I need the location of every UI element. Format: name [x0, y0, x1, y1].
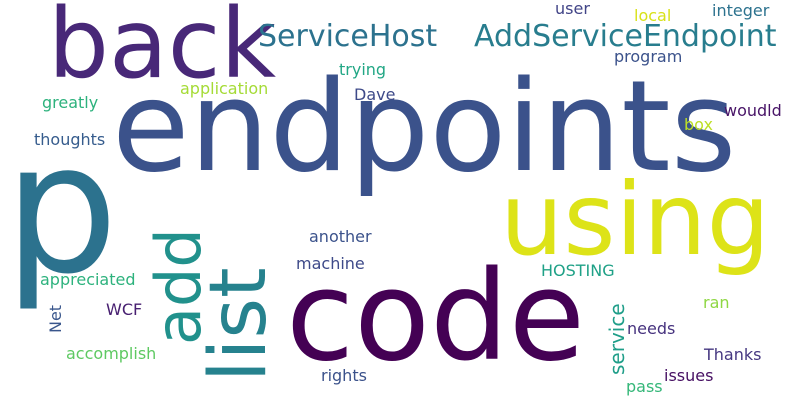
word-add: add: [142, 228, 215, 345]
word-hosting: HOSTING: [541, 261, 615, 280]
word-issues: issues: [664, 366, 714, 385]
word-user: user: [555, 0, 590, 18]
word-box: box: [684, 115, 713, 134]
word-addserviceendpoint: AddServiceEndpoint: [474, 19, 777, 54]
word-ran: ran: [703, 293, 730, 312]
word-dave: Dave: [354, 85, 396, 104]
word-thoughts: thoughts: [34, 130, 106, 149]
word-wcf: WCF: [106, 300, 143, 319]
word-service: service: [605, 303, 629, 375]
word-pass: pass: [626, 377, 663, 396]
word-greatly: greatly: [42, 93, 99, 112]
word-back: back: [48, 0, 277, 100]
word-local: local: [634, 6, 672, 25]
word-p: p: [4, 105, 119, 314]
word-accomplish: accomplish: [66, 344, 157, 363]
word-program: program: [614, 47, 683, 66]
word-trying: trying: [339, 60, 387, 79]
word-using: using: [500, 161, 771, 278]
word-net: Net: [46, 304, 65, 333]
word-application: application: [180, 79, 269, 98]
word-endpoints: endpoints: [112, 53, 737, 200]
word-woudld: woudld: [724, 101, 782, 120]
word-appreciated: appreciated: [40, 270, 136, 289]
word-thanks: Thanks: [704, 345, 762, 364]
word-needs: needs: [627, 319, 676, 338]
word-another: another: [309, 227, 372, 246]
word-code: code: [286, 245, 586, 389]
word-machine: machine: [296, 254, 365, 273]
word-integer: integer: [712, 1, 770, 20]
word-servicehost: ServiceHost: [258, 19, 438, 54]
word-rights: rights: [321, 366, 367, 385]
